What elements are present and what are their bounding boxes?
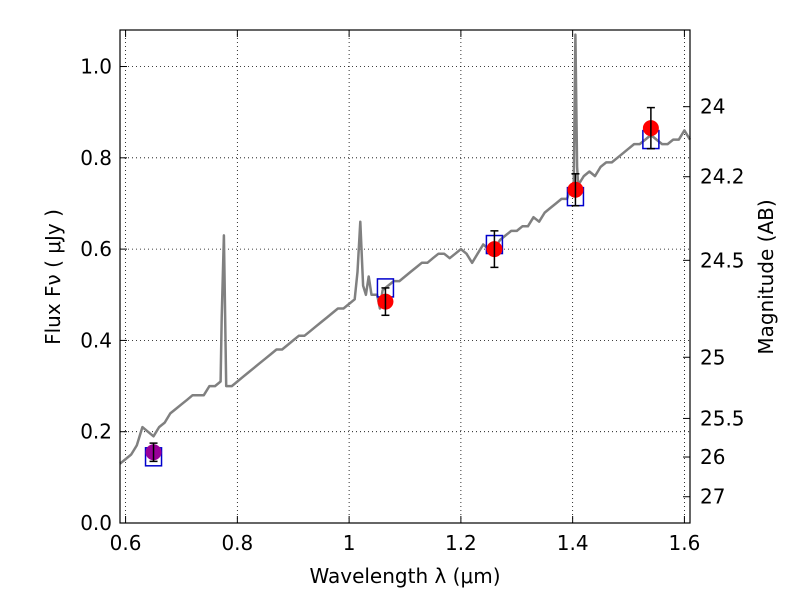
y-tick-label: 0.2	[80, 420, 112, 444]
mag-tick-label: 24	[700, 95, 725, 119]
x-tick-label: 1.2	[445, 531, 477, 555]
spectrum-line	[119, 33, 692, 465]
plot-area	[119, 33, 692, 467]
y-tick-label: 1.0	[80, 55, 112, 79]
axis-ticks	[120, 30, 690, 524]
tick-labels: 0.6 0.8 1 1.2 1.4 1.6 0.0 0.2 0.4 0.6 0.8 1.0 24 24.2…	[80, 55, 744, 555]
x-tick-label: 1.4	[557, 531, 589, 555]
y-tick-label: 0.6	[80, 237, 112, 261]
y-axis-label: Flux Fν ( μJy )	[41, 209, 65, 345]
y2-axis-label: Magnitude (AB)	[754, 199, 778, 354]
plot-frame	[119, 29, 691, 524]
mag-tick-label: 26	[700, 445, 725, 469]
mag-tick-label: 27	[700, 485, 725, 509]
mag-tick-label: 24.5	[700, 248, 745, 272]
grid	[120, 30, 690, 523]
y-tick-label: 0.0	[80, 511, 112, 535]
x-tick-label: 0.8	[221, 531, 253, 555]
y-tick-label: 0.8	[80, 146, 112, 170]
y-tick-label: 0.4	[80, 328, 112, 352]
x-tick-label: 1.6	[669, 531, 701, 555]
mag-tick-label: 24.2	[700, 165, 745, 189]
mag-tick-label: 25.5	[700, 406, 745, 430]
x-tick-label: 1	[343, 531, 356, 555]
x-tick-label: 0.6	[110, 531, 142, 555]
x-axis-label: Wavelength λ (μm)	[309, 564, 500, 588]
mag-tick-label: 25	[700, 345, 725, 369]
